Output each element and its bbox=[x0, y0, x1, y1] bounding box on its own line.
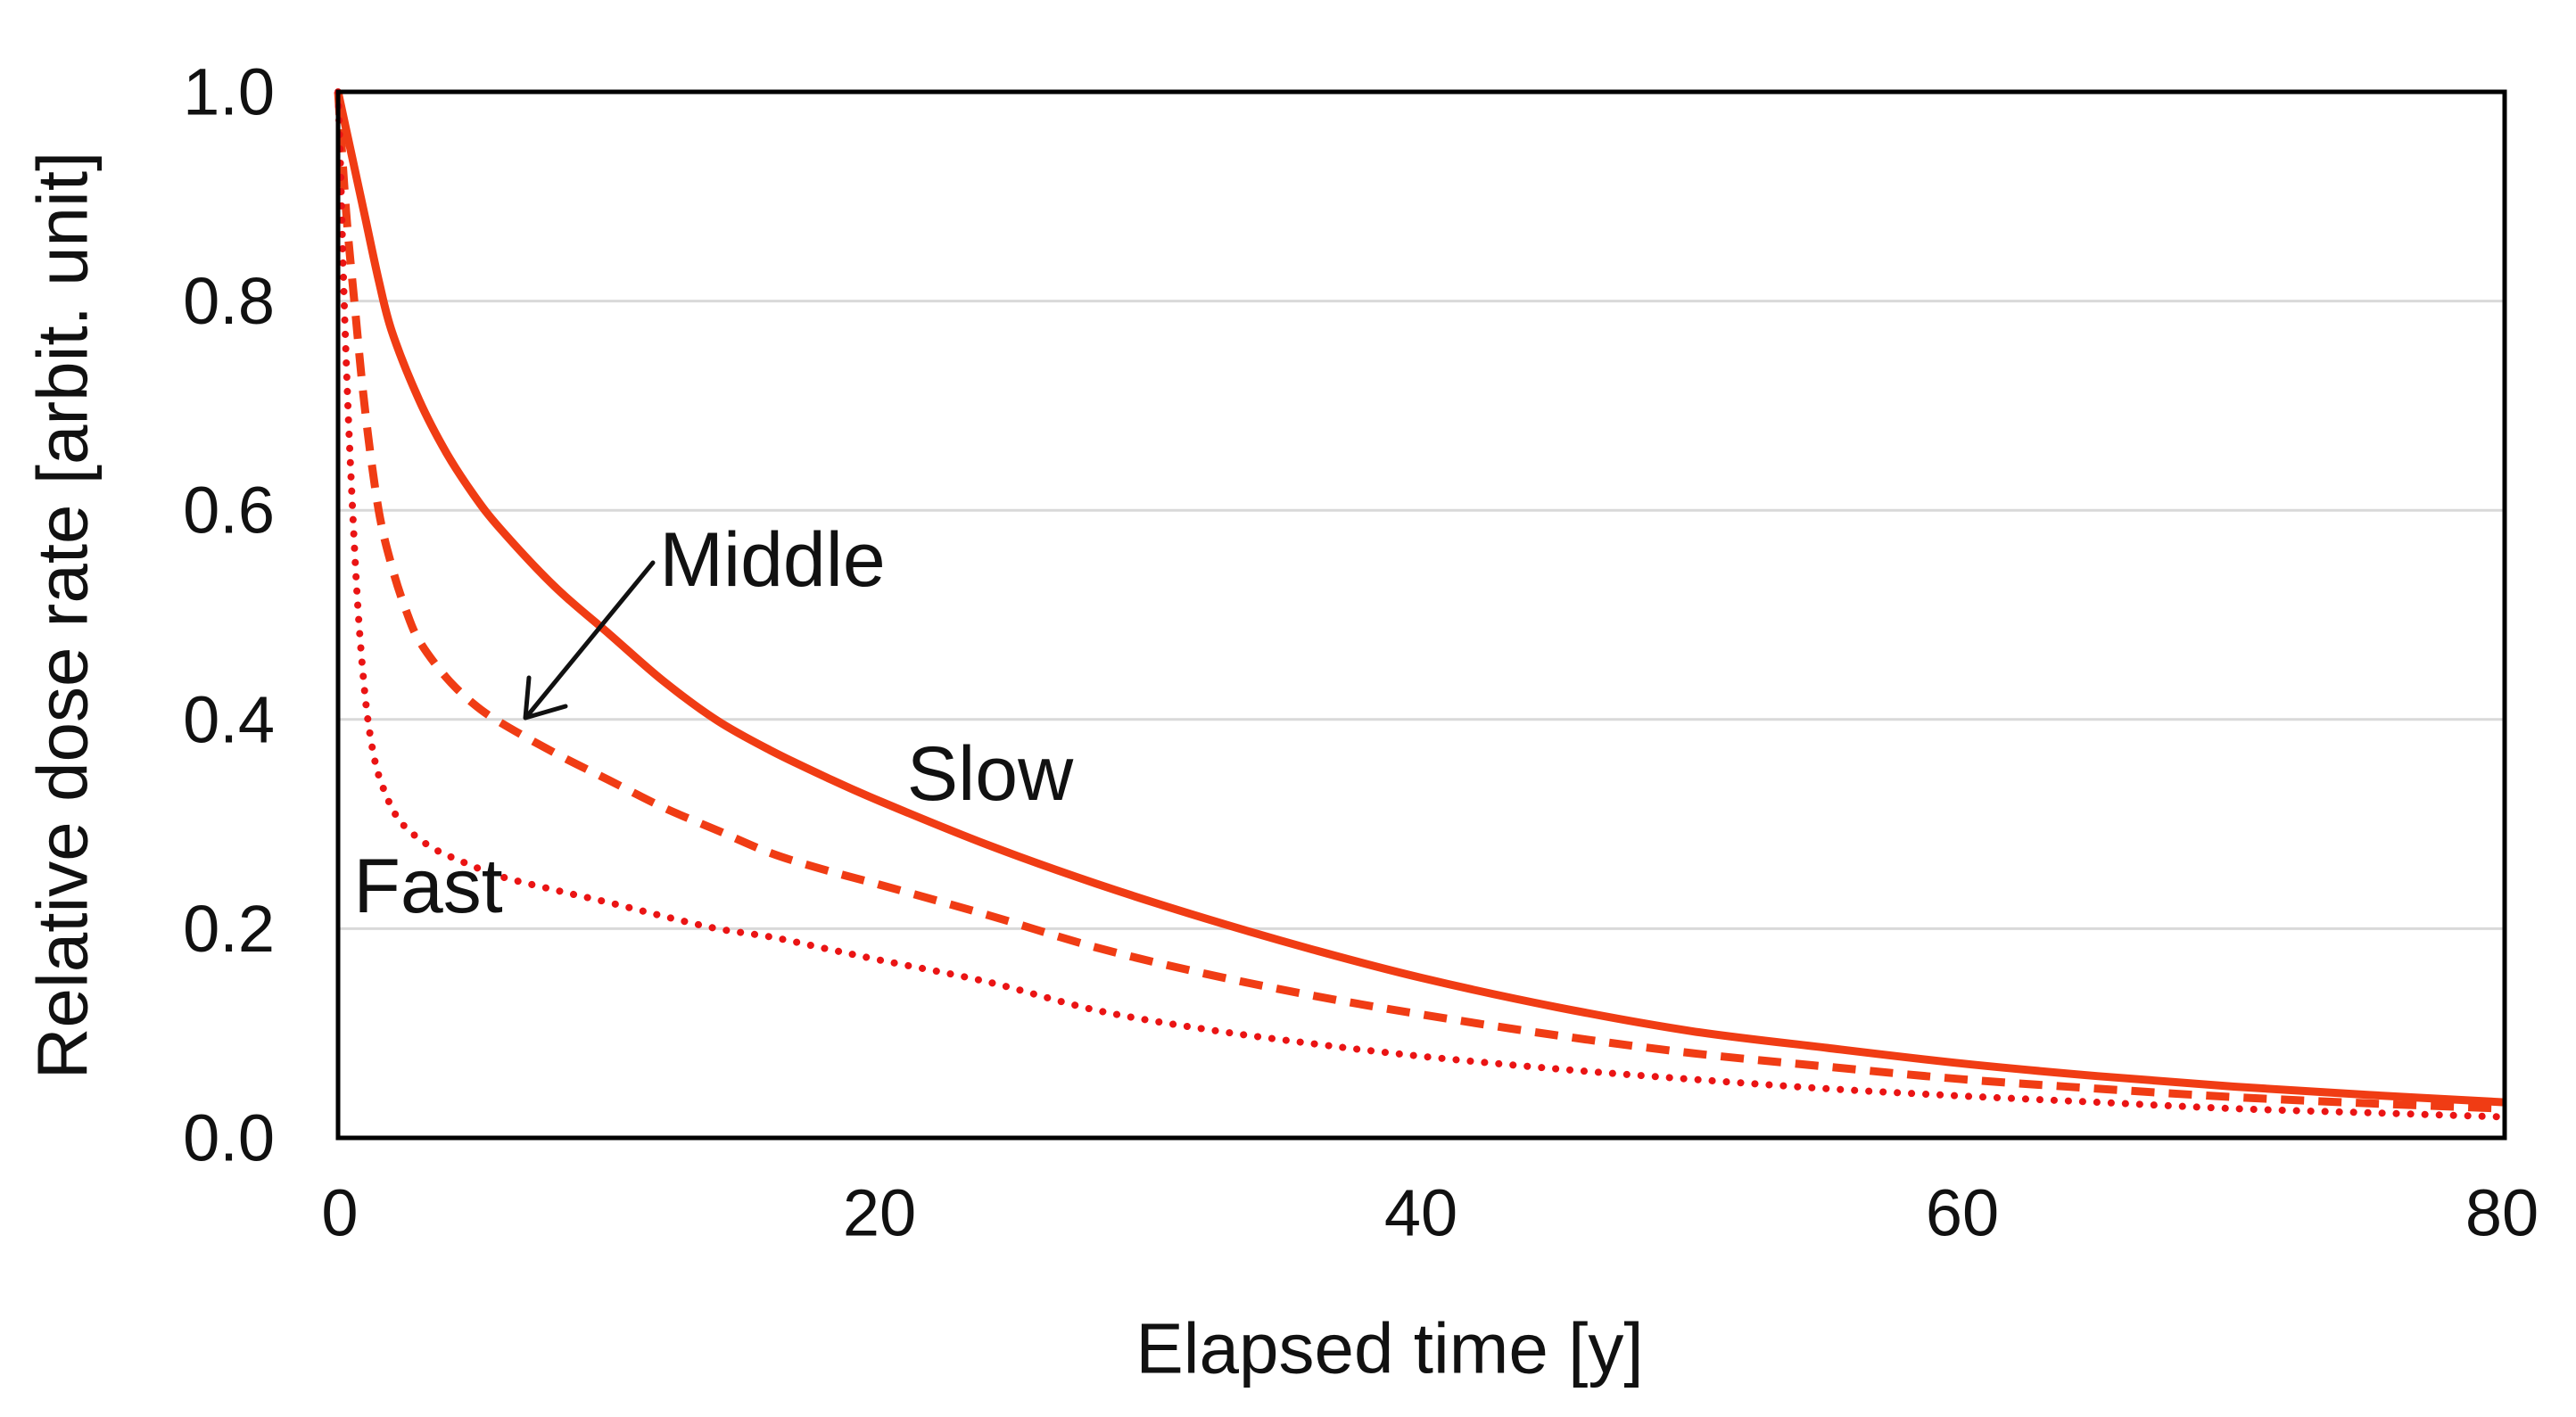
y-tick-0.8: 0.8 bbox=[183, 264, 275, 338]
middle-annotation-arrow bbox=[523, 560, 656, 721]
y-tick-0.0: 0.0 bbox=[183, 1101, 275, 1175]
gridlines bbox=[338, 300, 2505, 930]
y-axis-title: Relative dose rate [arbit. unit] bbox=[23, 152, 103, 1080]
y-axis-tick-labels: 1.0 0.8 0.6 0.4 0.2 0.0 bbox=[183, 55, 275, 1175]
y-tick-0.4: 0.4 bbox=[183, 682, 275, 756]
plot-border bbox=[335, 89, 2507, 1141]
x-tick-0: 0 bbox=[321, 1176, 358, 1250]
middle-arrow-shaft bbox=[524, 560, 656, 719]
annotation-fast: Fast bbox=[353, 844, 502, 929]
x-tick-60: 60 bbox=[1926, 1176, 1999, 1250]
annotation-middle: Middle bbox=[659, 517, 885, 603]
series-group bbox=[334, 88, 2508, 1121]
x-tick-40: 40 bbox=[1384, 1176, 1457, 1250]
curve-middle bbox=[334, 91, 2506, 1113]
x-axis-title: Elapsed time [y] bbox=[1135, 1309, 1643, 1388]
y-tick-1.0: 1.0 bbox=[183, 55, 275, 129]
y-tick-0.2: 0.2 bbox=[183, 892, 275, 966]
annotation-slow: Slow bbox=[907, 731, 1074, 817]
y-tick-0.6: 0.6 bbox=[183, 474, 275, 548]
x-axis-tick-labels: 0 20 40 60 80 bbox=[321, 1176, 2539, 1250]
x-tick-20: 20 bbox=[843, 1176, 916, 1250]
curve-fast bbox=[334, 88, 2508, 1121]
curve-slow bbox=[334, 91, 2506, 1107]
middle-arrow-head bbox=[523, 675, 568, 721]
x-tick-80: 80 bbox=[2465, 1176, 2539, 1250]
